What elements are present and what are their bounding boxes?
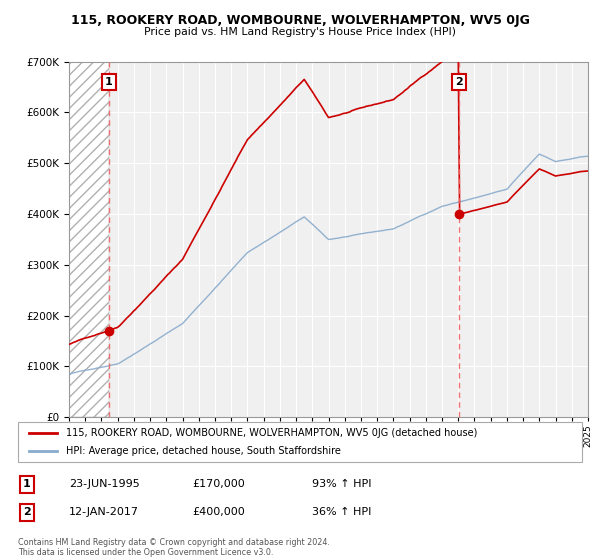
FancyBboxPatch shape <box>18 422 582 462</box>
Bar <box>69 62 109 417</box>
Text: 1: 1 <box>23 479 31 489</box>
Text: 2: 2 <box>455 77 463 87</box>
Text: 93% ↑ HPI: 93% ↑ HPI <box>312 479 371 489</box>
Text: Price paid vs. HM Land Registry's House Price Index (HPI): Price paid vs. HM Land Registry's House … <box>144 27 456 37</box>
Text: 1: 1 <box>105 77 113 87</box>
Text: 2: 2 <box>23 507 31 517</box>
Text: 36% ↑ HPI: 36% ↑ HPI <box>312 507 371 517</box>
Text: £400,000: £400,000 <box>192 507 245 517</box>
Text: 115, ROOKERY ROAD, WOMBOURNE, WOLVERHAMPTON, WV5 0JG (detached house): 115, ROOKERY ROAD, WOMBOURNE, WOLVERHAMP… <box>66 428 478 438</box>
Text: 23-JUN-1995: 23-JUN-1995 <box>69 479 140 489</box>
Text: 115, ROOKERY ROAD, WOMBOURNE, WOLVERHAMPTON, WV5 0JG: 115, ROOKERY ROAD, WOMBOURNE, WOLVERHAMP… <box>71 14 529 27</box>
Text: 12-JAN-2017: 12-JAN-2017 <box>69 507 139 517</box>
Bar <box>69 62 109 417</box>
Text: Contains HM Land Registry data © Crown copyright and database right 2024.
This d: Contains HM Land Registry data © Crown c… <box>18 538 330 557</box>
Text: £170,000: £170,000 <box>192 479 245 489</box>
Text: HPI: Average price, detached house, South Staffordshire: HPI: Average price, detached house, Sout… <box>66 446 341 456</box>
